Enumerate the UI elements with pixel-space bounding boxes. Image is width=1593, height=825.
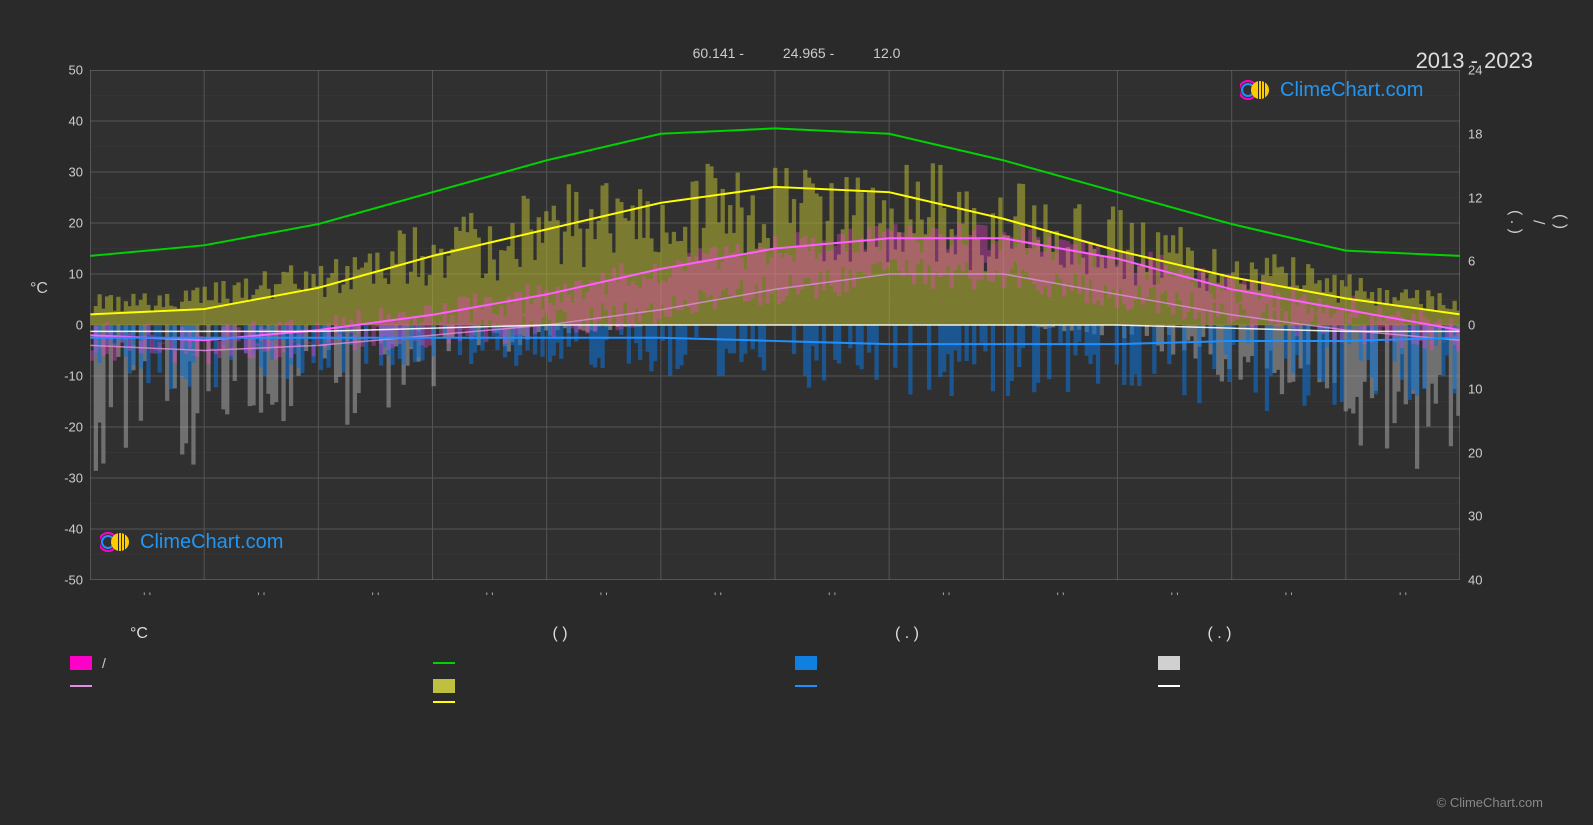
y-tick-left: -30 xyxy=(43,471,83,486)
legend-item xyxy=(433,701,796,703)
header-coordinates: 60.141 - 24.965 - 12.0 xyxy=(0,45,1593,61)
legend-swatch xyxy=(1158,685,1180,687)
x-tick: ' ' xyxy=(1399,590,1407,604)
legend-item xyxy=(433,679,796,693)
lat-value: 60.141 - xyxy=(693,45,744,61)
y-tick-right: 18 xyxy=(1468,126,1482,141)
y-tick-left: 20 xyxy=(43,216,83,231)
logo-icon xyxy=(1240,78,1272,102)
x-tick: ' ' xyxy=(371,590,379,604)
x-tick: ' ' xyxy=(1285,590,1293,604)
legend-headers: °C ( ) ( . ) ( . ) xyxy=(70,625,1520,643)
legend-swatch xyxy=(1158,656,1180,670)
legend-swatch xyxy=(433,679,455,693)
logo-text: ClimeChart.com xyxy=(140,531,283,554)
legend-swatch xyxy=(795,656,817,670)
logo-bottom: ClimeChart.com xyxy=(100,530,283,554)
logo-text: ClimeChart.com xyxy=(1280,79,1423,102)
legend-header-precip: ( . ) xyxy=(865,625,1208,643)
legend: °C ( ) ( . ) ( . ) / xyxy=(70,625,1520,711)
logo-icon xyxy=(100,530,132,554)
y-tick-left: 50 xyxy=(43,63,83,78)
y-tick-left: -20 xyxy=(43,420,83,435)
legend-swatch xyxy=(433,701,455,703)
y-tick-left: 0 xyxy=(43,318,83,333)
legend-swatch xyxy=(795,685,817,687)
chart-svg xyxy=(90,70,1460,580)
x-tick: ' ' xyxy=(1171,590,1179,604)
legend-header-snow: ( . ) xyxy=(1208,625,1521,643)
legend-swatch xyxy=(70,685,92,687)
legend-item xyxy=(70,679,433,693)
x-tick: ' ' xyxy=(486,590,494,604)
legend-grid: / xyxy=(70,655,1520,703)
legend-item xyxy=(433,655,796,671)
y-tick-left: -10 xyxy=(43,369,83,384)
logo-top: ClimeChart.com xyxy=(1240,78,1423,102)
x-tick: ' ' xyxy=(942,590,950,604)
legend-item xyxy=(70,701,433,703)
legend-item xyxy=(1158,679,1521,693)
y-tick-right: 30 xyxy=(1468,509,1482,524)
alt-value: 12.0 xyxy=(873,45,900,61)
legend-item xyxy=(1158,701,1521,703)
legend-item: / xyxy=(70,655,433,671)
x-tick: ' ' xyxy=(828,590,836,604)
y-tick-right: 24 xyxy=(1468,63,1482,78)
legend-header-sun: ( ) xyxy=(443,625,866,643)
legend-swatch xyxy=(70,656,92,670)
copyright: © ClimeChart.com xyxy=(1437,795,1543,810)
legend-item xyxy=(795,701,1158,703)
legend-row xyxy=(70,679,1520,693)
lon-value: 24.965 - xyxy=(783,45,834,61)
y-tick-left: -40 xyxy=(43,522,83,537)
x-tick: ' ' xyxy=(257,590,265,604)
legend-item xyxy=(795,655,1158,671)
x-tick: ' ' xyxy=(1056,590,1064,604)
legend-header-temp: °C xyxy=(70,625,443,643)
y-tick-right: 12 xyxy=(1468,190,1482,205)
y-tick-right: 40 xyxy=(1468,573,1482,588)
legend-row xyxy=(70,701,1520,703)
y-tick-left: 40 xyxy=(43,114,83,129)
x-tick: ' ' xyxy=(143,590,151,604)
y-tick-right: 0 xyxy=(1468,318,1475,333)
legend-item xyxy=(1158,655,1521,671)
x-tick: ' ' xyxy=(714,590,722,604)
y-tick-left: 10 xyxy=(43,267,83,282)
legend-row: / xyxy=(70,655,1520,671)
y-tick-right: 10 xyxy=(1468,381,1482,396)
y-tick-left: -50 xyxy=(43,573,83,588)
y-tick-left: 30 xyxy=(43,165,83,180)
legend-label: / xyxy=(102,655,106,671)
legend-swatch xyxy=(433,662,455,664)
y-tick-right: 20 xyxy=(1468,445,1482,460)
y-axis-right-label: ( ) / ( . ) xyxy=(1504,210,1571,234)
y-axis-left-label: °C xyxy=(30,280,48,298)
legend-item xyxy=(795,679,1158,693)
y-tick-right: 6 xyxy=(1468,254,1475,269)
climate-chart xyxy=(90,70,1460,580)
x-tick: ' ' xyxy=(600,590,608,604)
